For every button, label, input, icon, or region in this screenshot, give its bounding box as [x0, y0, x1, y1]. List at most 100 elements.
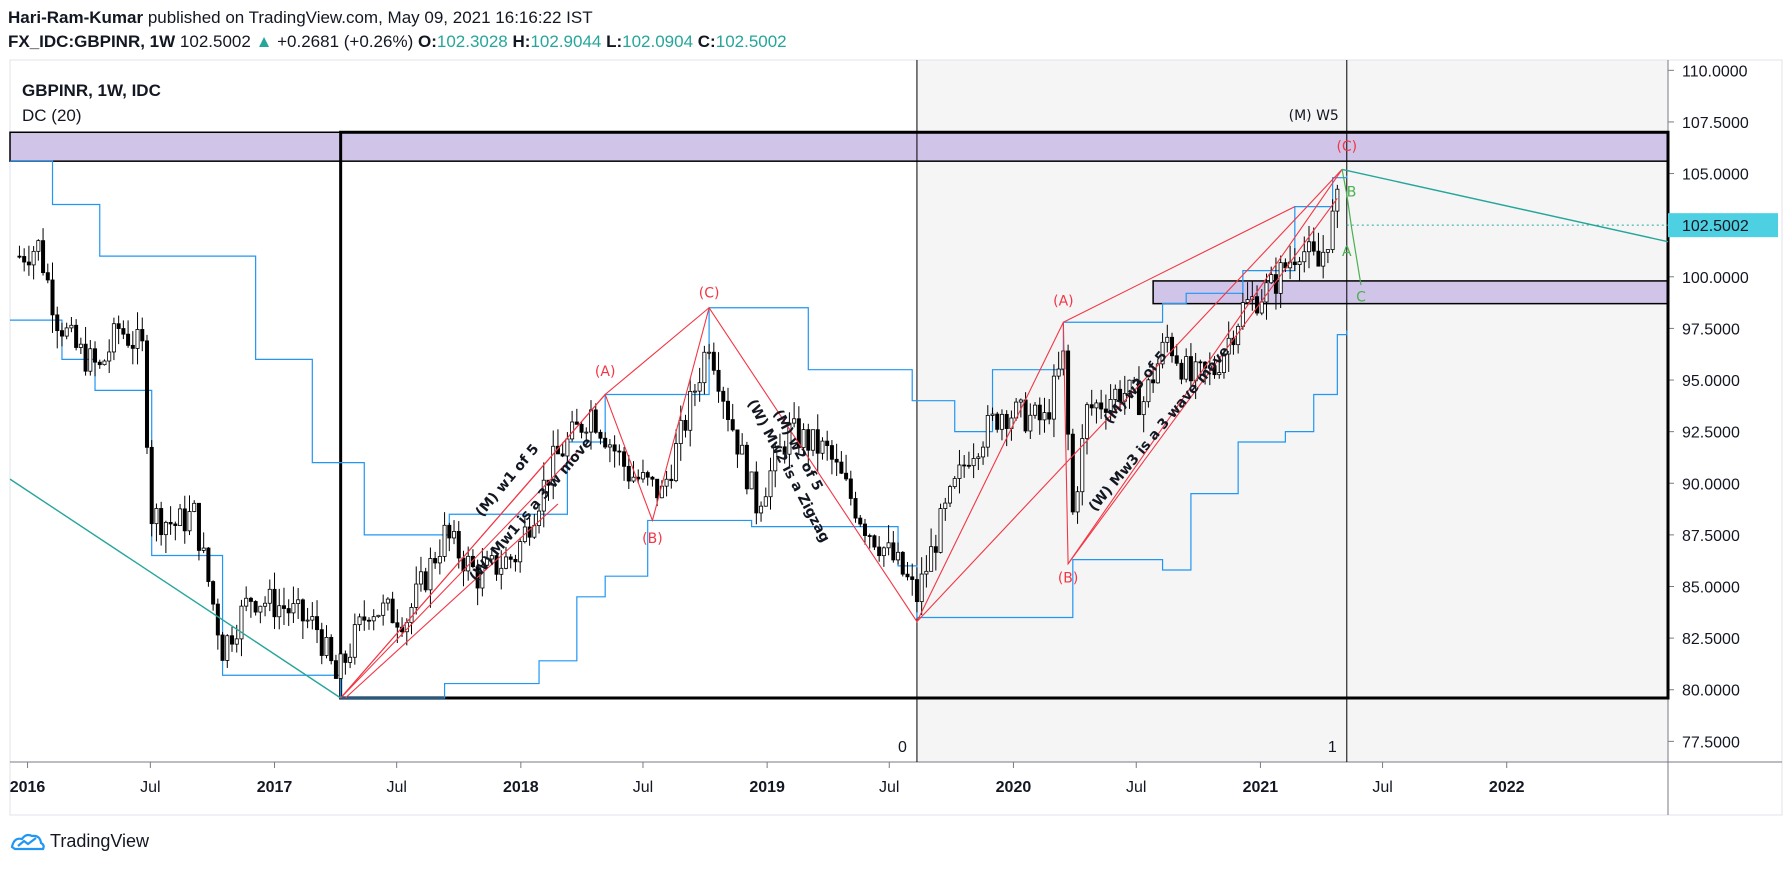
candle-body — [324, 636, 329, 656]
candle-body — [26, 261, 31, 266]
candle-body — [296, 599, 301, 604]
candle-body — [872, 535, 877, 548]
wave-label: (B) — [642, 531, 663, 547]
candle-body — [1113, 388, 1118, 400]
candle-body — [910, 576, 915, 580]
candle-body — [688, 390, 693, 431]
candle-body — [366, 619, 371, 622]
candle-body — [834, 458, 839, 463]
candle-body — [74, 324, 79, 348]
last-price: 102.5002 — [179, 32, 251, 51]
candle-body — [900, 551, 905, 575]
candle-body — [905, 573, 910, 578]
candle-body — [839, 461, 844, 474]
candle-body — [291, 603, 296, 614]
x-tick-label: 2018 — [503, 779, 539, 796]
candle-body — [1047, 412, 1052, 420]
candle-body — [36, 240, 41, 252]
candle-body — [1141, 401, 1146, 416]
candle-body — [919, 573, 924, 603]
projection-label: B — [1347, 184, 1357, 200]
y-tick-label: 90.0000 — [1682, 476, 1740, 493]
candle-body — [744, 444, 749, 490]
wave-label: (C) — [699, 285, 720, 301]
candle-body — [22, 256, 27, 263]
candle-body — [650, 476, 655, 480]
resistance-zone — [1152, 280, 1669, 305]
candle-body — [1198, 361, 1203, 364]
trend-line — [1341, 168, 1669, 243]
candle-body — [395, 622, 400, 628]
vertical-marker-label: 0 — [898, 739, 907, 756]
range-box — [339, 130, 1670, 700]
candle-body — [560, 453, 565, 457]
candle-body — [211, 581, 216, 605]
candle-body — [759, 505, 764, 514]
ohlc-line: FX_IDC:GBPINR, 1W 102.5002 ▲ +0.2681 (+0… — [8, 30, 787, 54]
y-tick-label: 97.5000 — [1682, 321, 1740, 338]
y-tick-label: 95.0000 — [1682, 373, 1740, 390]
candle-body — [1174, 355, 1179, 364]
legend-symbol[interactable]: GBPINR, 1W, IDC — [22, 81, 161, 100]
candle-body — [88, 348, 93, 372]
candle-body — [1146, 379, 1151, 403]
x-tick-label: 2020 — [996, 779, 1032, 796]
candle-body — [1056, 368, 1061, 377]
close-label: C: — [697, 32, 716, 51]
zigzag-line — [345, 503, 559, 699]
legend-indicator[interactable]: DC (20) — [22, 106, 82, 125]
candle-body — [437, 556, 442, 564]
candle-body — [338, 653, 343, 679]
candle-body — [645, 472, 650, 478]
candle-body — [41, 240, 46, 274]
donchian-lower-band — [10, 319, 1348, 699]
candle-body — [230, 635, 235, 645]
candle-body — [862, 523, 867, 536]
candle-body — [215, 603, 220, 636]
candle-body — [1103, 408, 1108, 413]
shaded-region — [916, 60, 1668, 762]
candle-body — [777, 446, 782, 449]
candle-body — [957, 464, 962, 479]
candle-body — [711, 351, 716, 371]
candle-body — [848, 478, 853, 499]
candle-body — [551, 445, 556, 486]
projection-label: C — [1356, 290, 1366, 306]
candle-body — [1217, 372, 1222, 376]
candle-body — [896, 551, 901, 561]
candle-body — [631, 476, 636, 482]
candle-body — [683, 419, 688, 431]
candle-body — [1089, 404, 1094, 409]
candle-body — [697, 382, 702, 392]
candle-body — [825, 440, 830, 446]
candle-body — [1023, 399, 1028, 432]
candle-body — [678, 419, 683, 444]
y-tick-label: 100.0000 — [1682, 270, 1749, 287]
wave-label: (B) — [1058, 570, 1079, 586]
candle-body — [829, 445, 834, 460]
candle-body — [447, 524, 452, 539]
x-tick-label: Jul — [1126, 779, 1146, 796]
candle-body — [811, 429, 816, 451]
candle-body — [787, 422, 792, 455]
candle-body — [442, 524, 447, 557]
vertical-marker-label: 1 — [1328, 739, 1337, 756]
candle-body — [801, 429, 806, 448]
candle-body — [277, 605, 282, 618]
zigzag-line — [916, 169, 1343, 622]
candle-body — [83, 343, 88, 372]
candle-body — [17, 255, 22, 258]
candle-body — [1051, 375, 1056, 420]
candle-body — [1084, 404, 1089, 439]
open-label: O: — [417, 32, 437, 51]
candle-body — [64, 327, 69, 337]
candle-body — [329, 636, 334, 662]
candle-body — [612, 444, 617, 452]
candle-body — [1245, 299, 1250, 304]
author-name[interactable]: Hari-Ram-Kumar — [8, 8, 144, 27]
tradingview-logo[interactable]: TradingView — [10, 829, 149, 853]
candle-body — [914, 579, 919, 603]
candle-body — [622, 451, 627, 467]
candle-body — [1155, 363, 1160, 384]
